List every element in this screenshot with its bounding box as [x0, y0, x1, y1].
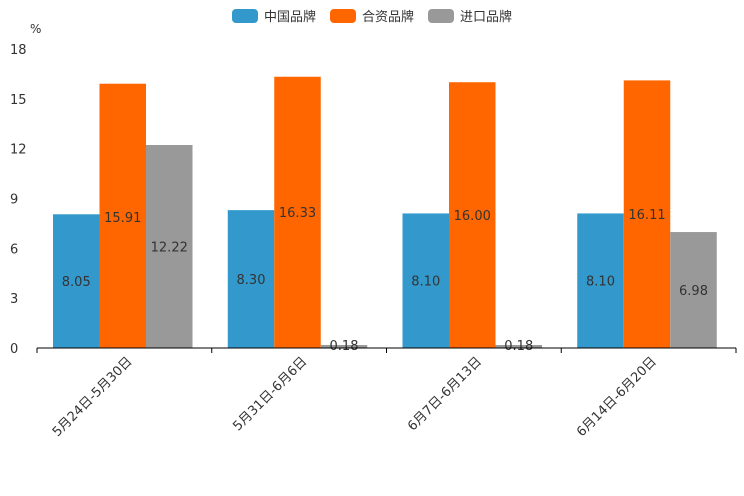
legend-item-imported-brand[interactable]: 进口品牌 [428, 6, 512, 25]
x-tick-label: 5月24日-5月30日 [50, 354, 136, 440]
bar-china-3 [577, 213, 624, 348]
y-tick-label: 6 [10, 242, 18, 257]
x-tick-label: 5月31日-6月6日 [230, 354, 310, 434]
bar-china-2 [402, 213, 449, 348]
legend-swatch-imported-brand [428, 8, 454, 23]
bar-china-0 [53, 214, 100, 348]
bar-imported-0 [146, 145, 193, 348]
legend-item-joint-venture-brand[interactable]: 合资品牌 [329, 6, 414, 25]
data-label: 16.11 [628, 208, 665, 223]
y-tick-label: 0 [10, 342, 18, 357]
data-label: 0.18 [330, 339, 359, 354]
bar-joint-venture-2 [449, 82, 496, 348]
y-tick-label: 12 [10, 143, 27, 158]
data-label: 16.33 [279, 206, 316, 221]
x-tick-label: 6月7日-6月13日 [405, 354, 485, 434]
bar-joint-venture-1 [274, 76, 321, 349]
data-label: 8.05 [62, 275, 91, 290]
legend: 中国品牌 合资品牌 进口品牌 [0, 6, 744, 25]
y-tick-label: 18 [10, 43, 27, 58]
y-tick-label: 15 [10, 93, 27, 108]
data-label: 15.91 [104, 211, 141, 226]
data-label: 8.30 [237, 273, 266, 288]
bar-imported-2 [495, 345, 542, 348]
data-label: 12.22 [151, 241, 188, 256]
data-label: 8.10 [586, 275, 615, 290]
y-tick-label: 9 [10, 193, 18, 208]
data-label: 0.18 [504, 339, 533, 354]
legend-label-joint-venture-brand: 合资品牌 [361, 10, 414, 25]
legend-swatch-china-brand [231, 8, 258, 23]
bar-imported-3 [670, 232, 717, 348]
legend-label-imported-brand: 进口品牌 [460, 10, 513, 25]
bar-joint-venture-0 [99, 83, 146, 348]
bar-china-1 [227, 210, 275, 348]
legend-label-china-brand: 中国品牌 [263, 10, 316, 25]
data-label: 8.10 [411, 275, 440, 290]
legend-swatch-joint-venture-brand [329, 8, 356, 23]
data-label: 16.00 [454, 209, 491, 224]
bar-imported-1 [320, 345, 368, 348]
y-axis-unit: % [30, 22, 42, 36]
legend-item-china-brand[interactable]: 中国品牌 [231, 6, 316, 25]
bar-joint-venture-3 [623, 80, 671, 349]
data-label: 6.98 [679, 284, 708, 299]
y-tick-label: 3 [10, 292, 18, 307]
x-tick-label: 6月14日-6月20日 [574, 354, 660, 440]
